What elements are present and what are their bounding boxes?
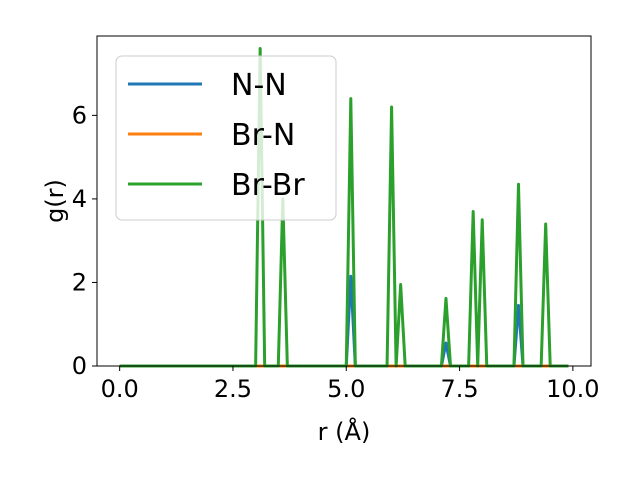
y-tick-label: 4 bbox=[72, 185, 87, 213]
legend-label-0: N-N bbox=[231, 68, 287, 103]
series-line-0 bbox=[119, 274, 569, 368]
x-axis-ticks: 0.0 2.5 5.0 7.5 10.0 bbox=[101, 366, 600, 403]
y-axis-ticks: 0 2 4 6 bbox=[72, 101, 97, 380]
y-axis-label: g(r) bbox=[41, 179, 69, 223]
x-axis-label: r (Å) bbox=[318, 417, 371, 446]
x-tick-label: 0.0 bbox=[101, 375, 139, 403]
x-tick-label: 5.0 bbox=[327, 375, 365, 403]
legend-label-2: Br-Br bbox=[231, 168, 305, 203]
axes-frame bbox=[96, 35, 592, 367]
x-tick-label: 2.5 bbox=[214, 375, 252, 403]
legend-box bbox=[115, 55, 337, 221]
legend-label-1: Br-N bbox=[231, 118, 295, 153]
y-tick-label: 6 bbox=[72, 101, 87, 129]
y-tick-label: 2 bbox=[72, 268, 87, 296]
x-tick-label: 10.0 bbox=[546, 375, 599, 403]
y-tick-label: 0 bbox=[72, 352, 87, 380]
legend: N-N Br-N Br-Br bbox=[115, 55, 337, 221]
x-tick-label: 7.5 bbox=[440, 375, 478, 403]
